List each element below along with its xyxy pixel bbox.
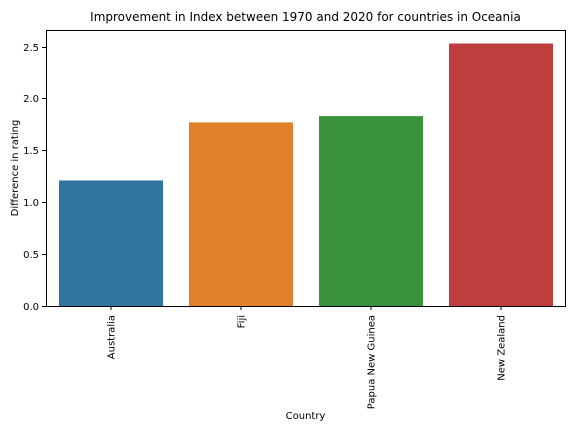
x-tick-label-australia: Australia: [107, 315, 118, 359]
bar-australia: [59, 180, 163, 306]
y-axis-label: Difference in rating: [10, 120, 21, 217]
x-tick-label-new-zealand: New Zealand: [497, 315, 508, 381]
bar-fiji: [189, 122, 293, 306]
x-axis: Australia Fiji Papua New Guinea New Zealand: [107, 306, 508, 409]
bar-papua-new-guinea: [319, 116, 423, 307]
y-tick-label: 2.0: [23, 94, 39, 105]
x-tick-label-papua-new-guinea: Papua New Guinea: [367, 315, 378, 409]
chart-title: Improvement in Index between 1970 and 20…: [90, 10, 521, 24]
y-tick-label: 2.5: [23, 43, 39, 54]
x-tick-label-fiji: Fiji: [237, 315, 248, 328]
x-axis-label: Country: [286, 411, 326, 422]
bar-new-zealand: [449, 43, 553, 307]
y-tick-label: 0.5: [23, 250, 39, 261]
y-tick-label: 1.0: [23, 198, 39, 209]
y-axis: 0.0 0.5 1.0 1.5 2.0 2.5: [23, 43, 46, 313]
y-tick-label: 0.0: [23, 302, 39, 313]
y-tick-label: 1.5: [23, 146, 39, 157]
bars-group: [59, 43, 553, 307]
